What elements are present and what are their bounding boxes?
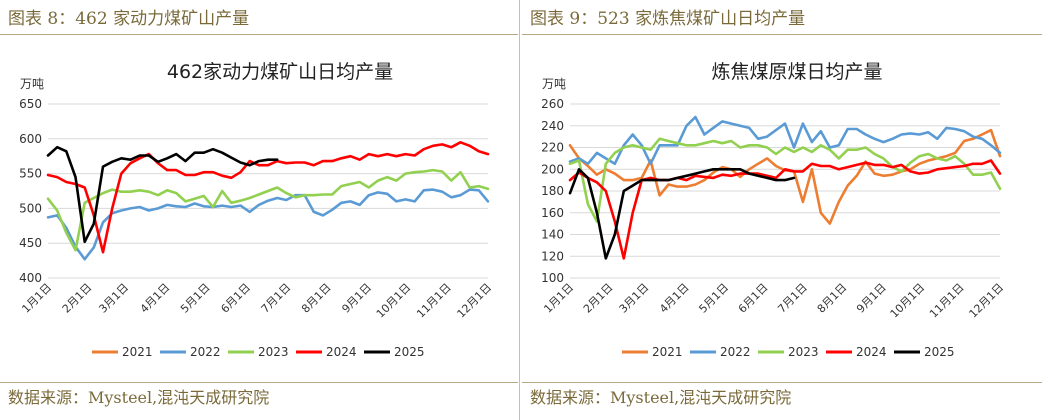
x-tick-label: 5月1日 [178, 281, 213, 316]
x-tick-label: 11月1日 [927, 281, 967, 321]
x-tick-label: 7月1日 [775, 281, 810, 316]
chart-title: 462家动力煤矿山日均产量 [167, 61, 393, 83]
y-tick-label: 120 [541, 249, 564, 263]
x-tick-label: 8月1日 [299, 281, 334, 316]
legend-label-2025: 2025 [394, 345, 425, 359]
series-line-2023 [568, 137, 1002, 223]
y-tick-label: 260 [541, 97, 564, 111]
series-line-2025 [568, 168, 796, 260]
series-line-2023 [46, 168, 490, 252]
x-tick-label: 6月1日 [218, 281, 253, 316]
left-figure-panel: 图表 8：462 家动力煤矿山产量 462家动力煤矿山日均产量万吨 400 450 5… [0, 0, 518, 420]
legend-label-2024: 2024 [326, 345, 357, 359]
right-figure-panel: 图表 9：523 家炼焦煤矿山日均产量 炼焦煤原煤日均产量万吨 100 120 140… [522, 0, 1042, 420]
x-tick-label: 3月1日 [617, 281, 652, 316]
legend-label-2024: 2024 [856, 345, 887, 359]
y-tick-label: 650 [19, 97, 42, 111]
x-tick-label: 12月1日 [967, 281, 1007, 321]
y-tick-label: 100 [541, 271, 564, 285]
left-source-note: 数据来源：Mysteel,混沌天成研究院 [0, 382, 518, 413]
x-tick-label: 2月1日 [60, 281, 95, 316]
x-tick-label: 7月1日 [259, 281, 294, 316]
y-tick-label: 240 [541, 119, 564, 133]
right-figure-title: 图表 9：523 家炼焦煤矿山日均产量 [522, 4, 1042, 35]
series-line-2022 [46, 188, 490, 261]
x-tick-label: 1月1日 [541, 281, 576, 316]
x-tick-label: 6月1日 [736, 281, 771, 316]
left-figure-title: 图表 8：462 家动力煤矿山产量 [0, 4, 518, 35]
y-tick-label: 200 [541, 162, 564, 176]
y-unit-label: 万吨 [20, 77, 44, 91]
legend-label-2025: 2025 [924, 345, 955, 359]
legend-label-2023: 2023 [788, 345, 819, 359]
x-tick-label: 9月1日 [854, 281, 889, 316]
y-tick-label: 600 [19, 132, 42, 146]
y-tick-label: 400 [19, 271, 42, 285]
x-tick-label: 4月1日 [657, 281, 692, 316]
y-tick-label: 550 [19, 167, 42, 181]
legend-label-2023: 2023 [258, 345, 289, 359]
y-tick-label: 180 [541, 184, 564, 198]
y-tick-label: 450 [19, 236, 42, 250]
x-tick-label: 10月1日 [374, 281, 414, 321]
y-tick-label: 220 [541, 141, 564, 155]
right-chart-container: 炼焦煤原煤日均产量万吨 100 120 140 160 180 200 220 240 260 1月… [522, 48, 1042, 374]
series-line-2024 [46, 141, 490, 254]
x-tick-label: 3月1日 [96, 281, 131, 316]
chart-title: 炼焦煤原煤日均产量 [711, 61, 882, 83]
x-tick-label: 12月1日 [455, 281, 495, 321]
legend-label-2021: 2021 [122, 345, 153, 359]
legend-label-2021: 2021 [652, 345, 683, 359]
left-chart-container: 462家动力煤矿山日均产量万吨 400 450 500 550 600 650 1月1日 2月1… [0, 48, 518, 374]
y-tick-label: 500 [19, 201, 42, 215]
y-tick-label: 140 [541, 228, 564, 242]
x-tick-label: 9月1日 [339, 281, 374, 316]
x-tick-label: 5月1日 [696, 281, 731, 316]
x-tick-label: 1月1日 [19, 281, 54, 316]
x-tick-label: 2月1日 [581, 281, 616, 316]
right-source-note: 数据来源：Mysteel,混沌天成研究院 [522, 382, 1042, 413]
legend-label-2022: 2022 [190, 345, 221, 359]
y-unit-label: 万吨 [542, 77, 566, 91]
x-tick-label: 4月1日 [138, 281, 173, 316]
x-tick-label: 11月1日 [414, 281, 454, 321]
y-tick-label: 160 [541, 206, 564, 220]
x-tick-label: 10月1日 [888, 281, 928, 321]
series-line-2025 [46, 145, 279, 244]
panel-divider [519, 0, 520, 420]
x-tick-label: 8月1日 [815, 281, 850, 316]
series-line-2022 [568, 115, 1002, 166]
legend-label-2022: 2022 [720, 345, 751, 359]
series-line-2024 [568, 159, 1002, 260]
